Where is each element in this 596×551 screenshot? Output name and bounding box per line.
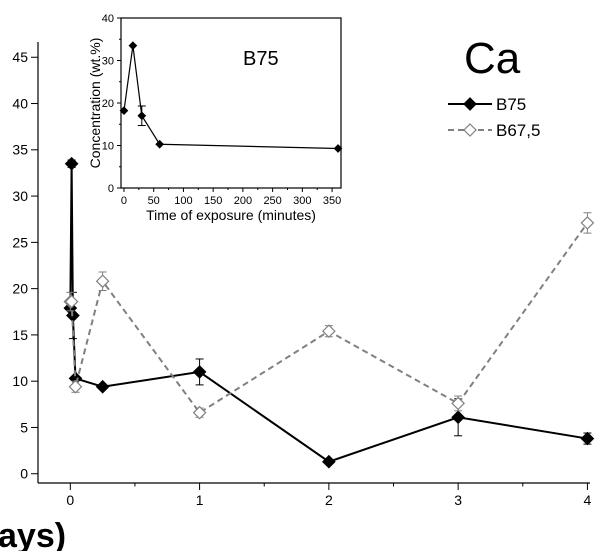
main-x-tick-label: 0 — [66, 492, 74, 508]
inset-x-tick-label: 150 — [204, 195, 222, 207]
legend-label-0: B75 — [496, 95, 526, 114]
main-series-1-point — [322, 324, 336, 339]
main-series-0-point — [95, 379, 110, 394]
inset-x-tick-label: 250 — [263, 195, 281, 207]
main-series-0-point — [64, 156, 79, 171]
main-series-1-point — [64, 294, 79, 309]
main-series-1-point — [95, 274, 110, 289]
main-x-tick-label: 2 — [325, 492, 333, 508]
main-xlabel: ays) — [0, 517, 66, 551]
inset-y-tick-label: 10 — [102, 140, 114, 152]
inset-y-tick-label: 20 — [102, 98, 114, 110]
legend-marker-1 — [463, 123, 477, 137]
legend: B75 B67,5 — [448, 95, 540, 140]
legend-marker-0 — [463, 97, 477, 111]
main-x-tick-label: 1 — [196, 492, 204, 508]
inset-y-tick-label: 0 — [108, 183, 114, 195]
main-series-1-point — [580, 216, 595, 230]
main-series-1-line — [70, 222, 589, 415]
main-title-group: Ca — [464, 34, 521, 83]
main-y-tick-label: 5 — [20, 419, 28, 435]
inset-frame — [120, 17, 342, 189]
main-plot: 0 5 10 15 20 25 30 35 40 45 0 1 2 3 4 — [12, 42, 595, 508]
inset-series-0-point — [119, 106, 129, 115]
main-series-0-point — [322, 454, 336, 469]
inset-x-tick-label: 50 — [148, 195, 160, 207]
inset-x-tick-label: 200 — [234, 195, 252, 207]
inset-title: B75 — [243, 48, 279, 70]
main-y-tick-label: 40 — [12, 95, 28, 111]
main-y-tick-label: 25 — [12, 234, 28, 250]
inset-x-tick-label: 100 — [174, 195, 192, 207]
inset-series-0-point — [137, 111, 147, 121]
main-x-tick-label: 4 — [584, 492, 592, 508]
main-y-tick-label: 45 — [12, 49, 28, 65]
inset-series-0-point — [333, 144, 343, 153]
inset-y-tick-label: 40 — [102, 13, 114, 25]
main-title: Ca — [464, 34, 521, 83]
main-y-tick-label: 35 — [12, 142, 28, 158]
main-x-tick-label: 3 — [454, 492, 462, 508]
legend-label-1: B67,5 — [496, 121, 540, 140]
inset-x-tick-label: 300 — [293, 195, 311, 207]
main-series-1-point — [451, 396, 465, 411]
main-series-0-point — [192, 365, 207, 379]
inset-plot: 0 10 20 30 40 0 50 100 150 200 250 300 350 B75 Time of… — [87, 8, 344, 232]
main-y-tick-label: 15 — [12, 327, 28, 343]
inset-series-0-point — [155, 139, 164, 149]
main-series-0-point — [451, 410, 465, 425]
main-y-tick-label: 20 — [12, 281, 28, 297]
inset-series-0-point — [128, 41, 138, 50]
main-series-1-point — [68, 379, 83, 394]
inset-x-tick-label: 0 — [121, 195, 127, 207]
main-y-tick-label: 0 — [20, 466, 28, 482]
main-series-0-point — [580, 431, 595, 446]
inset-y-tick-label: 30 — [102, 55, 114, 67]
main-series-1-point — [192, 405, 207, 420]
inset-x-tick-label: 350 — [323, 195, 341, 207]
main-y-tick-label: 30 — [12, 188, 28, 204]
main-y-tick-label: 10 — [12, 373, 28, 389]
inset-ylabel: Concentration (wt.%) — [87, 38, 103, 169]
inset-xlabel: Time of exposure (minutes) — [146, 207, 316, 223]
